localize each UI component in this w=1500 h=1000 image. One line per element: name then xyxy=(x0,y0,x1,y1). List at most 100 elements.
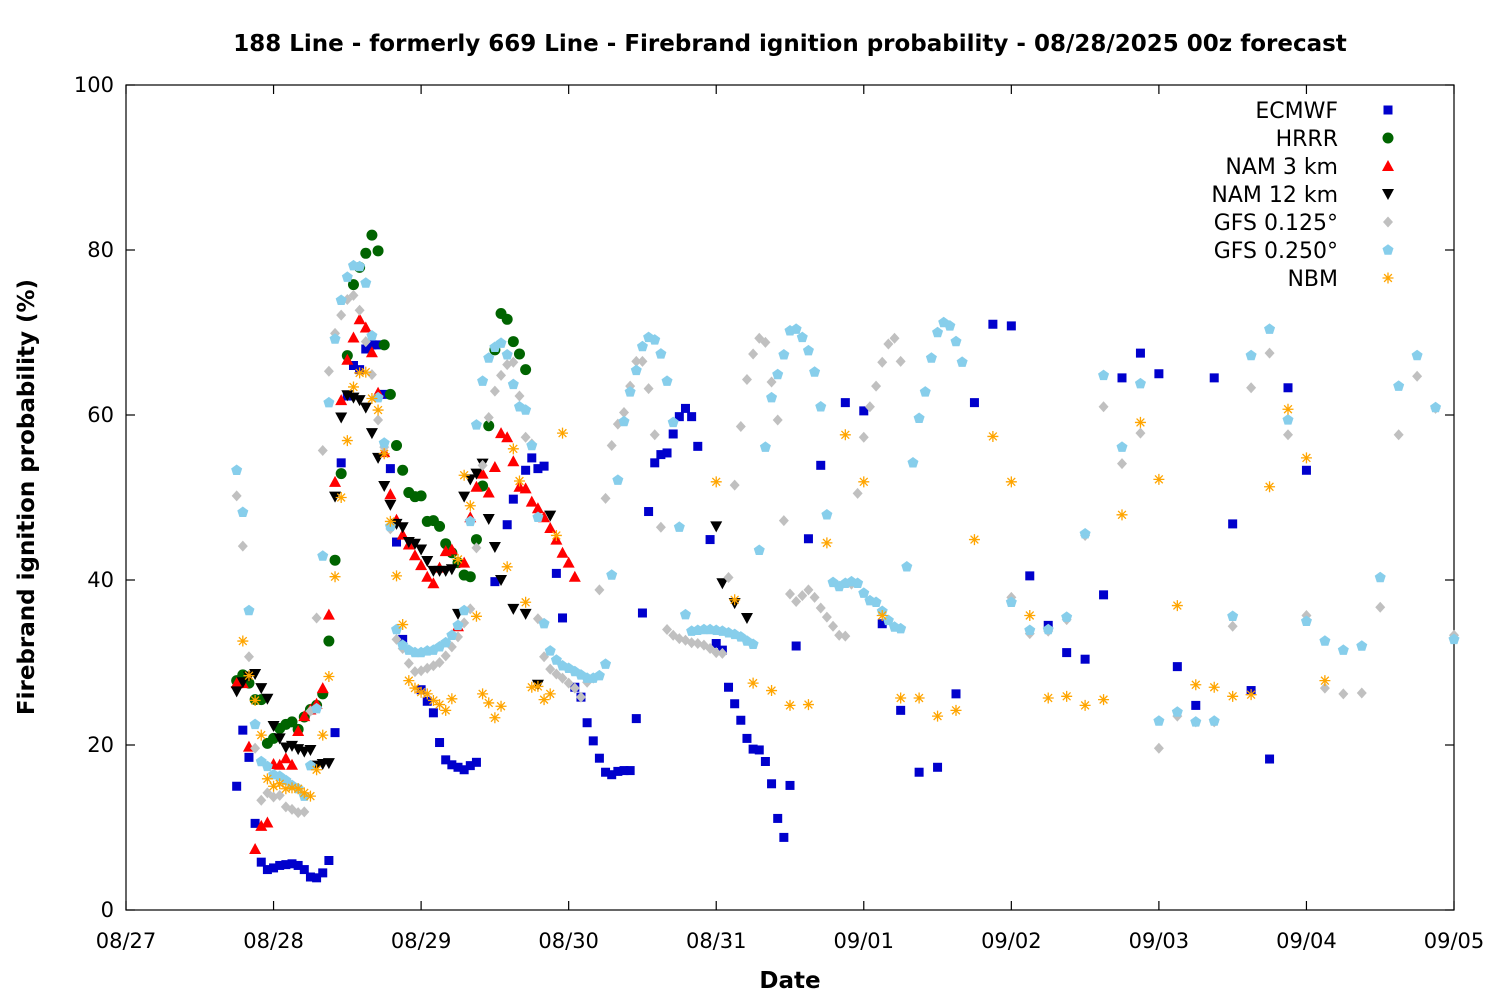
data-point xyxy=(347,381,359,393)
data-point xyxy=(950,335,962,347)
data-point xyxy=(748,348,759,360)
legend-swatch xyxy=(1382,272,1394,284)
data-point xyxy=(1227,610,1239,621)
data-point xyxy=(661,375,673,386)
data-point xyxy=(802,344,814,356)
data-point xyxy=(729,594,741,606)
legend-label: GFS 0.250° xyxy=(1214,239,1338,264)
x-tick-label: 08/28 xyxy=(243,929,304,953)
data-point xyxy=(261,693,274,705)
legend-swatch xyxy=(1382,160,1394,171)
data-point xyxy=(286,758,298,770)
data-point xyxy=(275,860,285,870)
data-point xyxy=(477,688,489,700)
data-point xyxy=(267,721,280,733)
data-point xyxy=(575,691,586,703)
data-point xyxy=(1134,377,1146,389)
data-point xyxy=(1319,635,1331,646)
data-point xyxy=(705,535,715,545)
data-point xyxy=(323,396,335,408)
y-axis-label: Firebrand ignition probability (%) xyxy=(14,279,40,715)
data-point xyxy=(471,757,481,767)
data-point xyxy=(753,544,765,555)
data-point xyxy=(913,412,925,423)
data-point xyxy=(335,394,348,406)
data-point xyxy=(274,778,286,790)
data-point xyxy=(809,366,821,377)
data-point xyxy=(1300,452,1312,464)
data-point xyxy=(871,380,882,392)
data-point xyxy=(255,729,267,741)
data-point xyxy=(507,378,519,390)
data-point xyxy=(341,353,354,365)
data-point xyxy=(1153,742,1164,754)
data-point xyxy=(766,685,778,697)
data-point xyxy=(329,475,342,487)
data-point xyxy=(526,681,538,693)
data-point xyxy=(360,277,372,288)
data-point xyxy=(1245,349,1257,361)
data-point xyxy=(447,760,457,770)
data-point xyxy=(754,745,764,755)
data-point xyxy=(662,624,673,635)
data-point xyxy=(679,608,691,620)
data-point xyxy=(1264,323,1276,334)
data-point xyxy=(360,366,372,378)
data-point xyxy=(723,572,734,584)
data-point xyxy=(470,480,483,492)
data-point xyxy=(293,807,304,819)
data-point xyxy=(1282,414,1294,425)
data-point xyxy=(1393,380,1405,391)
data-point xyxy=(286,716,298,728)
data-point xyxy=(458,604,470,616)
data-point xyxy=(618,415,630,427)
data-point xyxy=(1264,481,1276,493)
data-point xyxy=(588,736,598,746)
data-point xyxy=(1134,416,1146,428)
data-point xyxy=(858,587,870,598)
data-point xyxy=(488,542,501,553)
data-point xyxy=(747,677,759,689)
data-point xyxy=(359,321,372,333)
data-point xyxy=(1300,615,1312,626)
data-point xyxy=(496,369,507,381)
data-point xyxy=(773,813,783,823)
data-point xyxy=(1338,688,1349,700)
data-point xyxy=(1171,706,1183,717)
data-point xyxy=(950,704,962,716)
data-point xyxy=(667,416,679,428)
data-point xyxy=(366,330,378,341)
data-point xyxy=(797,590,808,602)
data-point xyxy=(305,872,315,882)
data-point xyxy=(464,474,477,486)
data-point xyxy=(409,682,421,694)
data-point xyxy=(1448,633,1460,645)
chart-title: 188 Line - formerly 669 Line - Firebrand… xyxy=(233,31,1347,57)
data-point xyxy=(760,336,771,348)
data-point xyxy=(459,765,469,775)
data-point xyxy=(766,376,777,388)
x-tick-label: 08/29 xyxy=(391,929,452,953)
data-point xyxy=(557,672,568,684)
data-points xyxy=(230,229,1460,883)
data-point xyxy=(237,540,248,552)
data-point xyxy=(434,520,446,532)
data-point xyxy=(236,677,249,689)
data-point xyxy=(470,468,483,480)
data-point xyxy=(354,367,366,379)
data-point xyxy=(317,550,329,561)
legend-label: HRRR xyxy=(1276,127,1338,152)
data-point xyxy=(435,738,445,748)
data-point xyxy=(464,500,476,512)
data-point xyxy=(558,613,568,623)
y-axis: 0 20 40 60 80 100 xyxy=(74,73,1454,922)
data-point xyxy=(507,455,520,467)
data-point xyxy=(373,340,383,350)
data-point xyxy=(256,857,266,867)
data-point xyxy=(508,356,519,368)
data-point xyxy=(329,554,341,566)
data-point xyxy=(1319,675,1331,687)
data-point xyxy=(441,755,451,765)
data-point xyxy=(440,650,451,662)
data-point xyxy=(987,430,999,442)
